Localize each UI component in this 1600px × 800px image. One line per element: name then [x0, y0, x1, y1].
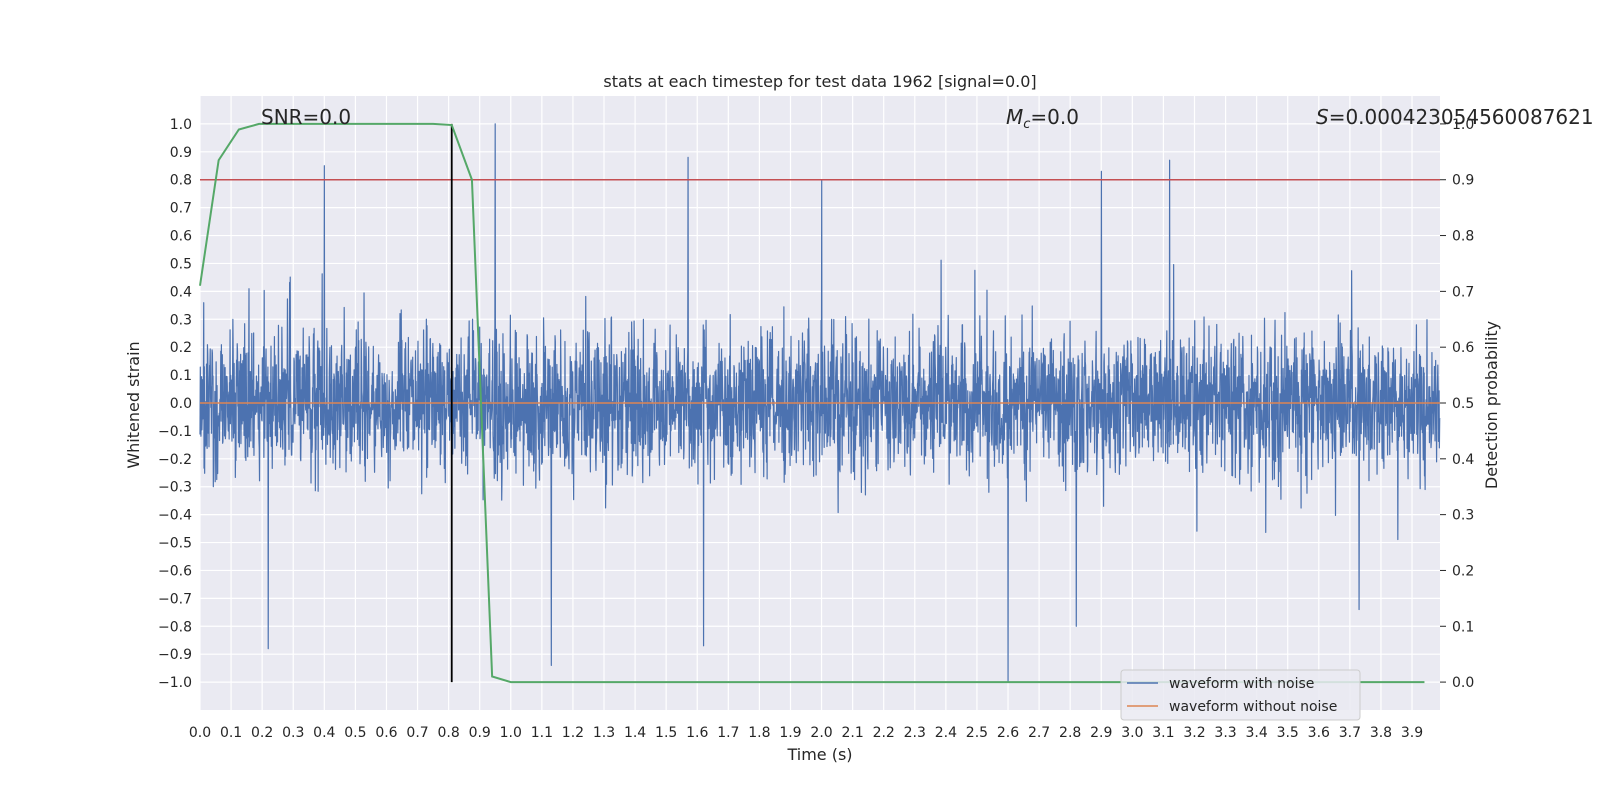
- y-tick-label: −1.0: [158, 675, 192, 691]
- y2-tick-label: 1.0: [1452, 117, 1474, 133]
- x-tick-label: 2.3: [904, 725, 926, 741]
- x-tick-label: 2.7: [1028, 725, 1050, 741]
- detection-probability-line: [199, 122, 1425, 684]
- ticks: 0.0 0.1 0.2 0.3 0.4 0.5 0.6 0.7 0.8 0.9 1.0 1.1 1.2 1…: [158, 117, 1474, 741]
- waveform-with-noise-line: [199, 123, 1441, 683]
- x-tick-label: 1.1: [531, 725, 553, 741]
- x-tick-label: 0.6: [375, 725, 397, 741]
- x-tick-label: 2.9: [1090, 725, 1112, 741]
- y2-tick-label: 0.6: [1452, 340, 1474, 356]
- legend: waveform with noise waveform without noi…: [1120, 669, 1361, 721]
- x-tick-label: 3.7: [1339, 725, 1361, 741]
- x-tick-label: 0.5: [344, 725, 366, 741]
- x-tick-label: 2.6: [997, 725, 1019, 741]
- legend-entry-noise: waveform with noise: [1169, 676, 1314, 692]
- x-tick-label: 1.8: [748, 725, 770, 741]
- x-tick-label: 0.1: [220, 725, 242, 741]
- x-tick-label: 2.0: [810, 725, 832, 741]
- y-tick-label: 0.7: [170, 201, 192, 217]
- overlay-layer: [199, 122, 1440, 684]
- y-tick-label: 0.1: [170, 368, 192, 384]
- y-tick-label: 0.5: [170, 256, 192, 272]
- y2-tick-label: 0.0: [1452, 675, 1474, 691]
- s-value: =0.000423054560087621: [1329, 105, 1594, 129]
- x-tick-label: 2.5: [966, 725, 988, 741]
- y2-axis-label: Detection probability: [1482, 321, 1501, 489]
- y2-tick-label: 0.9: [1452, 173, 1474, 189]
- x-tick-label: 0.7: [406, 725, 428, 741]
- y-tick-label: 0.8: [170, 173, 192, 189]
- y-tick-label: −0.6: [158, 563, 192, 579]
- mc-subscript: c: [1023, 117, 1030, 132]
- s-annotation: S=0.000423054560087621: [1316, 105, 1594, 129]
- y-tick-label: 0.4: [170, 284, 192, 300]
- y2-tick-label: 0.8: [1452, 229, 1474, 245]
- legend-box: [1120, 669, 1361, 721]
- x-tick-label: 1.7: [717, 725, 739, 741]
- y2-tick-label: 0.7: [1452, 284, 1474, 300]
- snr-annotation: SNR=0.0: [261, 105, 351, 129]
- y2-tick-label: 0.1: [1452, 619, 1474, 635]
- y-tick-label: 1.0: [170, 117, 192, 133]
- x-tick-label: 1.0: [500, 725, 522, 741]
- waveform-with-noise-path: [199, 123, 1441, 683]
- x-tick-label: 2.4: [935, 725, 957, 741]
- x-tick-label: 1.2: [562, 725, 584, 741]
- x-tick-label: 1.3: [593, 725, 615, 741]
- x-axis-label: Time (s): [786, 745, 852, 764]
- y-tick-label: −0.3: [158, 480, 192, 496]
- y-tick-label: 0.0: [170, 396, 192, 412]
- legend-entry-clean: waveform without noise: [1169, 699, 1337, 715]
- y-tick-label: −0.7: [158, 591, 192, 607]
- s-symbol: S: [1316, 105, 1329, 129]
- x-tick-label: 3.6: [1308, 725, 1330, 741]
- y-tick-label: 0.3: [170, 312, 192, 328]
- x-tick-label: 0.3: [282, 725, 304, 741]
- x-tick-label: 0.8: [437, 725, 459, 741]
- x-tick-label: 3.4: [1246, 725, 1268, 741]
- x-tick-label: 3.3: [1214, 725, 1236, 741]
- x-tick-label: 3.0: [1121, 725, 1143, 741]
- y2-tick-label: 0.2: [1452, 563, 1474, 579]
- y-tick-label: −0.8: [158, 619, 192, 635]
- x-tick-label: 3.1: [1152, 725, 1174, 741]
- x-tick-label: 1.5: [655, 725, 677, 741]
- y2-tick-label: 0.4: [1452, 452, 1474, 468]
- x-tick-label: 2.8: [1059, 725, 1081, 741]
- x-tick-label: 0.0: [189, 725, 211, 741]
- y-tick-label: −0.9: [158, 647, 192, 663]
- y-tick-label: −0.2: [158, 452, 192, 468]
- mc-value: =0.0: [1030, 105, 1079, 129]
- x-tick-label: 1.6: [686, 725, 708, 741]
- y2-tick-label: 0.5: [1452, 396, 1474, 412]
- x-tick-label: 1.9: [779, 725, 801, 741]
- y-tick-label: −0.5: [158, 536, 192, 552]
- x-tick-label: 3.9: [1401, 725, 1423, 741]
- x-tick-label: 3.2: [1183, 725, 1205, 741]
- y-tick-label: 0.9: [170, 145, 192, 161]
- mc-annotation: Mc=0.0: [1006, 105, 1079, 132]
- y-tick-label: 0.2: [170, 340, 192, 356]
- x-tick-label: 2.1: [841, 725, 863, 741]
- y-tick-label: −0.4: [158, 508, 192, 524]
- x-tick-label: 3.8: [1370, 725, 1392, 741]
- y-tick-label: −0.1: [158, 424, 192, 440]
- x-tick-label: 1.4: [624, 725, 646, 741]
- x-tick-label: 3.5: [1277, 725, 1299, 741]
- x-tick-label: 0.4: [313, 725, 335, 741]
- y-tick-label: 0.6: [170, 229, 192, 245]
- chart-title: stats at each timestep for test data 196…: [603, 72, 1036, 91]
- x-tick-label: 0.9: [469, 725, 491, 741]
- y-axis-label: Whitened strain: [124, 341, 143, 468]
- x-tick-label: 0.2: [251, 725, 273, 741]
- y2-tick-label: 0.3: [1452, 508, 1474, 524]
- x-tick-label: 2.2: [873, 725, 895, 741]
- mc-symbol: M: [1006, 105, 1023, 129]
